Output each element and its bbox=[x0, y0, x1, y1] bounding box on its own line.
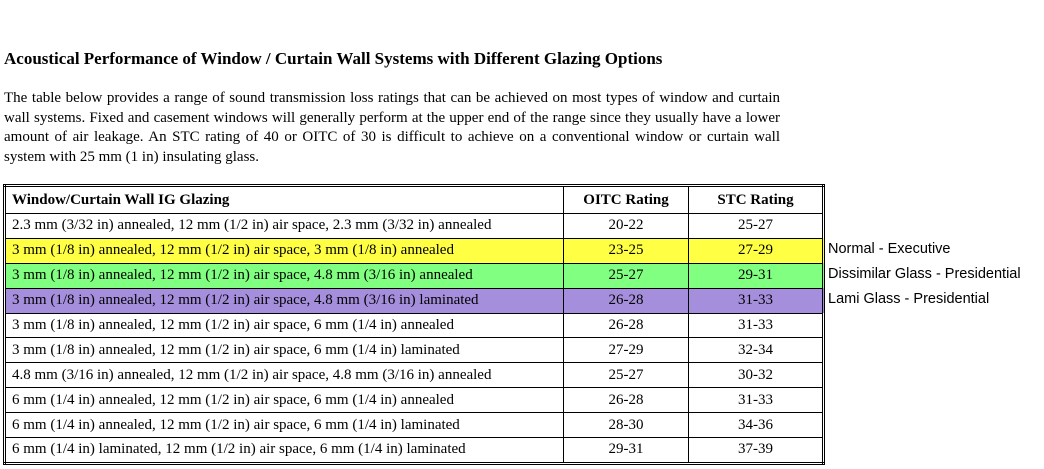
table-row: 4.8 mm (3/16 in) annealed, 12 mm (1/2 in… bbox=[4, 362, 824, 389]
row-note: Dissimilar Glass - Presidential bbox=[828, 265, 1021, 282]
table-cell: 25-27 bbox=[688, 213, 824, 239]
table-cell: 29-31 bbox=[563, 437, 689, 464]
table-cell: 23-25 bbox=[563, 237, 689, 264]
glazing-table: Window/Curtain Wall IG Glazing OITC Ratin… bbox=[3, 184, 825, 465]
table-row: 3 mm (1/8 in) annealed, 12 mm (1/2 in) a… bbox=[4, 262, 824, 289]
table-cell: 3 mm (1/8 in) annealed, 12 mm (1/2 in) a… bbox=[4, 337, 564, 364]
table-cell: 32-34 bbox=[688, 337, 824, 364]
table-row: 6 mm (1/4 in) annealed, 12 mm (1/2 in) a… bbox=[4, 412, 824, 439]
table-cell: 27-29 bbox=[688, 237, 824, 264]
table-row: 6 mm (1/4 in) annealed, 12 mm (1/2 in) a… bbox=[4, 387, 824, 414]
table-cell: 3 mm (1/8 in) annealed, 12 mm (1/2 in) a… bbox=[4, 262, 564, 289]
table-cell: 3 mm (1/8 in) annealed, 12 mm (1/2 in) a… bbox=[4, 287, 564, 314]
table-cell: 26-28 bbox=[563, 287, 689, 314]
table-row: 3 mm (1/8 in) annealed, 12 mm (1/2 in) a… bbox=[4, 312, 824, 339]
column-header: STC Rating bbox=[688, 185, 824, 214]
title: Acoustical Performance of Window / Curta… bbox=[4, 49, 663, 68]
table-cell: 6 mm (1/4 in) annealed, 12 mm (1/2 in) a… bbox=[4, 387, 564, 414]
table-row: 3 mm (1/8 in) annealed, 12 mm (1/2 in) a… bbox=[4, 337, 824, 364]
table-cell: 2.3 mm (3/32 in) annealed, 12 mm (1/2 in… bbox=[4, 213, 564, 239]
table-cell: 29-31 bbox=[688, 262, 824, 289]
table-cell: 26-28 bbox=[563, 312, 689, 339]
table-cell: 27-29 bbox=[563, 337, 689, 364]
table-cell: 6 mm (1/4 in) laminated, 12 mm (1/2 in) … bbox=[4, 437, 564, 464]
table-row: 2.3 mm (3/32 in) annealed, 12 mm (1/2 in… bbox=[4, 213, 824, 239]
intro-paragraph: The table below provides a range of soun… bbox=[4, 90, 780, 165]
header-row: Window/Curtain Wall IG Glazing OITC Ratin… bbox=[4, 185, 824, 214]
row-note: Normal - Executive bbox=[828, 240, 951, 257]
table-cell: 3 mm (1/8 in) annealed, 12 mm (1/2 in) a… bbox=[4, 312, 564, 339]
row-note: Lami Glass - Presidential bbox=[828, 290, 990, 307]
column-header: Window/Curtain Wall IG Glazing bbox=[4, 185, 564, 214]
table-cell: 6 mm (1/4 in) annealed, 12 mm (1/2 in) a… bbox=[4, 412, 564, 439]
table-cell: 31-33 bbox=[688, 387, 824, 414]
table-cell: 3 mm (1/8 in) annealed, 12 mm (1/2 in) a… bbox=[4, 237, 564, 264]
table-cell: 25-27 bbox=[563, 362, 689, 389]
table-cell: 4.8 mm (3/16 in) annealed, 12 mm (1/2 in… bbox=[4, 362, 564, 389]
table-row: 3 mm (1/8 in) annealed, 12 mm (1/2 in) a… bbox=[4, 287, 824, 314]
table-row: 3 mm (1/8 in) annealed, 12 mm (1/2 in) a… bbox=[4, 237, 824, 264]
table-row: 6 mm (1/4 in) laminated, 12 mm (1/2 in) … bbox=[4, 437, 824, 464]
table-cell: 31-33 bbox=[688, 312, 824, 339]
table-cell: 20-22 bbox=[563, 213, 689, 239]
table-cell: 30-32 bbox=[688, 362, 824, 389]
column-header: OITC Rating bbox=[563, 185, 689, 214]
table-cell: 34-36 bbox=[688, 412, 824, 439]
table-cell: 26-28 bbox=[563, 387, 689, 414]
table-cell: 31-33 bbox=[688, 287, 824, 314]
table-cell: 28-30 bbox=[563, 412, 689, 439]
table-cell: 25-27 bbox=[563, 262, 689, 289]
table-cell: 37-39 bbox=[688, 437, 824, 464]
